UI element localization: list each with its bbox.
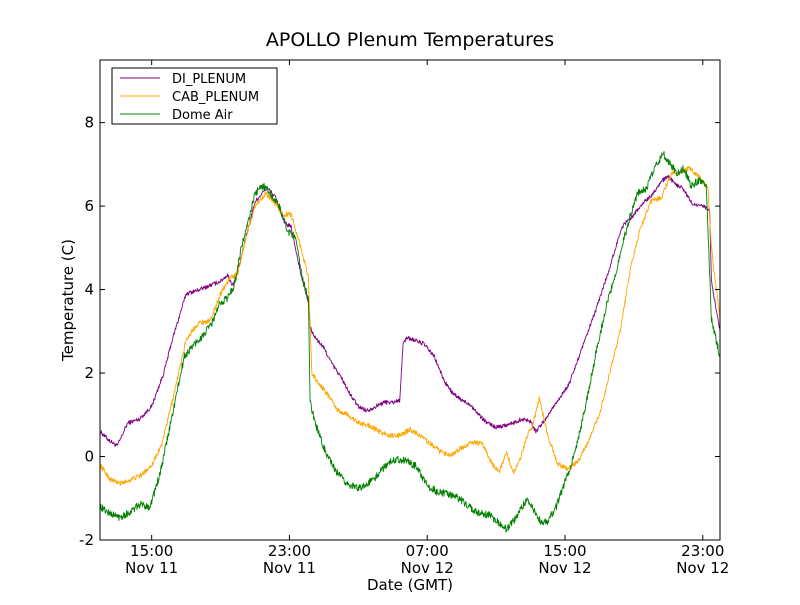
plot-frame (99, 59, 721, 541)
x-tick-label-date: Nov 11 (125, 559, 178, 577)
series-line-cab-plenum (100, 165, 720, 486)
x-tick-label-time: 23:00 (681, 542, 724, 560)
y-tick-label: 0 (84, 448, 94, 466)
chart-title: APOLLO Plenum Temperatures (266, 29, 554, 51)
x-tick-label-time: 15:00 (543, 542, 586, 560)
legend: DI_PLENUM CAB_PLENUM Dome Air (111, 67, 278, 125)
x-tick-label-time: 07:00 (406, 542, 449, 560)
series-line-di-plenum (100, 174, 720, 447)
x-tick-label-date: Nov 11 (263, 559, 316, 577)
y-tick-label: -2 (79, 531, 94, 549)
x-tick-label-date: Nov 12 (538, 559, 591, 577)
legend-label: Dome Air (172, 108, 233, 123)
y-tick-label: 4 (84, 281, 94, 299)
legend-label: DI_PLENUM (172, 72, 246, 87)
x-tick-label-time: 15:00 (130, 542, 173, 560)
legend-label: CAB_PLENUM (172, 90, 259, 105)
x-axis-label: Date (GMT) (367, 576, 453, 594)
y-axis-label: Temperature (C) (59, 239, 77, 362)
x-tick-label-date: Nov 12 (401, 559, 454, 577)
y-tick-label: 6 (84, 197, 94, 215)
y-axis: -2 0 2 4 6 8 (79, 114, 720, 549)
y-tick-label: 2 (84, 364, 94, 382)
series-layer (100, 151, 720, 533)
series-line-dome-air (100, 151, 720, 533)
y-tick-label: 8 (84, 114, 94, 132)
x-tick-label-time: 23:00 (268, 542, 311, 560)
x-tick-label-date: Nov 12 (676, 559, 729, 577)
